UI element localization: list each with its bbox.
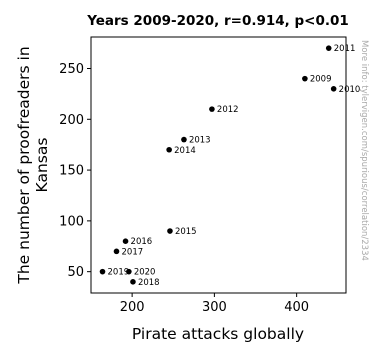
data-point-label: 2018 (138, 278, 160, 288)
watermark-text: More info: tylervigen.com/spurious/corre… (359, 40, 369, 261)
data-point (209, 106, 215, 112)
y-tick-label: 50 (67, 265, 84, 280)
y-tick-label: 150 (59, 164, 84, 179)
data-point-label: 2015 (175, 227, 197, 237)
chart-title: Years 2009-2020, r=0.914, p<0.01 (86, 13, 349, 29)
data-point-label: 2010 (339, 85, 361, 95)
data-point (166, 146, 172, 153)
data-point-label: 2020 (134, 268, 156, 278)
x-tick-label: 400 (284, 300, 309, 315)
data-point (181, 136, 187, 143)
data-point (167, 228, 173, 234)
y-axis-ticks: 50 100 150 200 250 (59, 62, 91, 280)
x-tick-label: 200 (120, 300, 145, 315)
data-point (302, 75, 308, 82)
data-point (330, 86, 337, 92)
y-tick-label: 200 (59, 113, 84, 128)
y-axis-label-line-2: Kansas (33, 138, 51, 193)
y-tick-label: 250 (59, 62, 84, 77)
y-axis-label-line-1: The number of proofreaders in (15, 46, 33, 284)
data-point (126, 268, 132, 275)
data-point (113, 248, 120, 255)
data-point (99, 268, 106, 275)
x-axis-ticks: 200 300 400 (120, 293, 309, 315)
data-point-label: 2013 (189, 136, 211, 146)
data-point-label: 2017 (122, 247, 144, 257)
data-point (122, 238, 129, 244)
plot-area: 200 300 400 50 100 150 200 250 2009 2010 2011 201… (59, 36, 361, 315)
data-point-label: 2014 (174, 146, 196, 156)
data-point-label: 2009 (310, 75, 332, 85)
data-point-label: 2012 (217, 105, 239, 115)
x-tick-label: 300 (202, 300, 227, 315)
data-point-label: 2016 (131, 237, 153, 247)
x-axis-label: Pirate attacks globally (132, 325, 304, 343)
plot-frame (90, 36, 347, 294)
y-tick-label: 100 (59, 214, 84, 229)
data-point-label: 2019 (108, 268, 130, 278)
data-point (130, 279, 136, 285)
data-point-label: 2011 (334, 44, 356, 54)
data-point (325, 45, 332, 51)
